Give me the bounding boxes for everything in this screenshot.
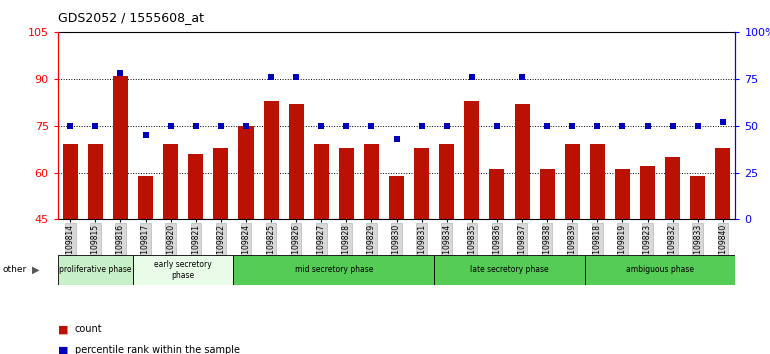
Text: ambiguous phase: ambiguous phase — [626, 266, 694, 274]
Bar — [690, 176, 705, 219]
Text: percentile rank within the sample: percentile rank within the sample — [75, 346, 239, 354]
Text: early secretory
phase: early secretory phase — [154, 260, 212, 280]
Bar — [88, 144, 103, 219]
Bar — [464, 101, 480, 219]
Bar — [63, 144, 78, 219]
Bar — [564, 144, 580, 219]
Bar — [540, 170, 554, 219]
Bar — [339, 148, 354, 219]
Bar — [313, 144, 329, 219]
Text: count: count — [75, 324, 102, 334]
Text: mid secretory phase: mid secretory phase — [295, 266, 373, 274]
Bar — [233, 255, 434, 285]
Bar — [188, 154, 203, 219]
Bar — [163, 144, 178, 219]
Bar — [263, 101, 279, 219]
Bar — [113, 76, 128, 219]
Bar — [590, 144, 605, 219]
Bar — [213, 148, 229, 219]
Bar — [138, 176, 153, 219]
Text: proliferative phase: proliferative phase — [59, 266, 132, 274]
Bar — [715, 148, 730, 219]
Text: other: other — [2, 266, 26, 274]
Bar — [514, 104, 530, 219]
Bar — [389, 176, 404, 219]
Text: late secretory phase: late secretory phase — [470, 266, 549, 274]
Bar — [133, 255, 233, 285]
Bar — [490, 170, 504, 219]
Text: GDS2052 / 1555608_at: GDS2052 / 1555608_at — [58, 11, 204, 24]
Bar — [665, 157, 680, 219]
Text: ■: ■ — [58, 324, 69, 334]
Bar — [289, 104, 303, 219]
Text: ■: ■ — [58, 346, 69, 354]
Bar — [239, 126, 253, 219]
Bar — [364, 144, 379, 219]
Bar — [434, 255, 584, 285]
Bar — [640, 166, 655, 219]
Bar — [615, 170, 630, 219]
Bar — [58, 255, 133, 285]
Bar — [414, 148, 429, 219]
Text: ▶: ▶ — [32, 265, 40, 275]
Bar — [584, 255, 735, 285]
Bar — [439, 144, 454, 219]
